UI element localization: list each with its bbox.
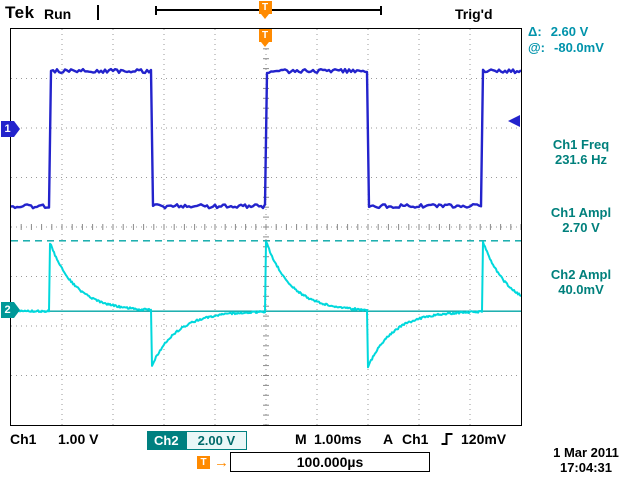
at-symbol: @: <box>528 40 546 55</box>
bottom-readout-bar: Ch1 1.00 V Ch2 2.00 V M 1.00ms A Ch1 120… <box>0 428 525 450</box>
topbar-divider <box>97 5 99 20</box>
timebase-label: M <box>295 431 307 447</box>
timebase-value: 1.00ms <box>314 431 362 447</box>
ch2-marker-label: 2 <box>1 302 14 319</box>
ch2-trace <box>11 240 521 369</box>
delta-symbol: Δ: <box>528 24 542 39</box>
trigger-level-value: 120mV <box>461 431 507 447</box>
ch1-label: Ch1 <box>10 431 37 447</box>
right-arrow-icon <box>14 302 20 319</box>
delay-value: 100.000µs <box>296 454 364 470</box>
waveform-display <box>11 29 521 425</box>
trigger-source: Ch1 <box>402 431 429 447</box>
ch2-readout: Ch2 2.00 V <box>147 431 248 450</box>
trigger-icon: T <box>258 1 272 14</box>
delay-readout: 100.000µs <box>230 452 430 472</box>
trigger-delay-icon: T <box>197 456 210 469</box>
measurement-label: Ch2 Ampl <box>550 267 612 282</box>
cursor-at-value: -80.0mV <box>554 40 604 55</box>
right-arrow-icon <box>14 121 20 138</box>
ch2-scale-value: 2.00 V <box>185 431 248 450</box>
measurement-ch1-freq: Ch1 Freq 231.6 Hz <box>522 137 640 167</box>
trigger-position-record-marker: T <box>258 1 272 19</box>
trigger-level-arrow-icon <box>508 115 520 128</box>
ch2-label: Ch2 <box>147 431 186 450</box>
cursor-delta-value: 2.60 V <box>550 24 589 39</box>
cursor-readout: Δ: 2.60 V @: -80.0mV <box>528 24 638 56</box>
tek-logo: Tek <box>5 3 35 22</box>
date-text: 1 Mar 2011 <box>553 445 619 460</box>
down-arrow-icon <box>261 14 269 19</box>
graticule <box>10 28 522 426</box>
datetime: 1 Mar 2011 17:04:31 <box>535 445 637 475</box>
measurement-label: Ch1 Freq <box>552 137 610 152</box>
ch1-scale-value: 1.00 V <box>58 431 99 447</box>
trigger-position-marker: T <box>258 29 272 47</box>
measurement-value: 40.0mV <box>558 282 604 297</box>
ch1-trace <box>11 67 521 210</box>
ch2-ground-marker: 2 <box>1 302 20 319</box>
rising-edge-icon <box>441 433 453 445</box>
ch1-marker-label: 1 <box>1 121 14 138</box>
top-status-bar: Tek Run T Trig'd <box>0 0 640 27</box>
measurement-ch1-ampl: Ch1 Ampl 2.70 V <box>522 205 640 235</box>
trigger-mode: A <box>383 431 394 447</box>
arrow-icon: → <box>214 454 229 471</box>
time-text: 17:04:31 <box>559 460 613 475</box>
ch1-ground-marker: 1 <box>1 121 20 138</box>
trigger-status: Trig'd <box>455 6 493 22</box>
measurement-ch2-ampl: Ch2 Ampl 40.0mV <box>522 267 640 297</box>
acquisition-state: Run <box>44 6 72 22</box>
down-arrow-icon <box>261 42 269 47</box>
cursor-at-row: @: -80.0mV <box>528 40 638 56</box>
cursor-delta-row: Δ: 2.60 V <box>528 24 638 40</box>
measurement-label: Ch1 Ampl <box>550 205 612 220</box>
trigger-icon: T <box>258 29 272 42</box>
measurement-value: 231.6 Hz <box>554 152 608 167</box>
measurement-value: 2.70 V <box>562 220 600 235</box>
